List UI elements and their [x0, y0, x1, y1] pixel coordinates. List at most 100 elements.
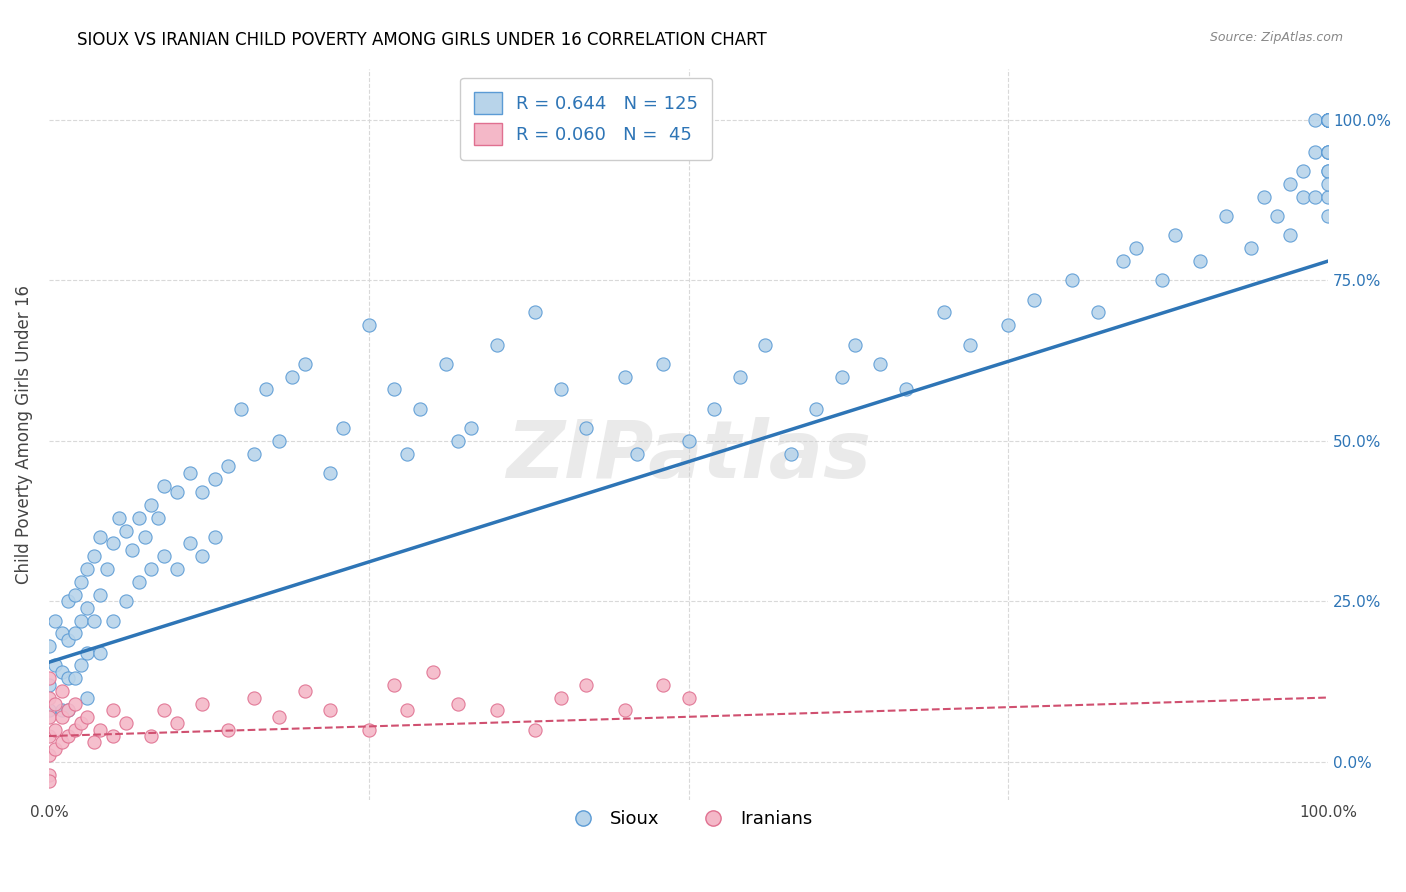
Point: [319, 466, 342, 480]
Point: [51, 665, 73, 679]
Point: [754, 337, 776, 351]
Point: [1150, 273, 1173, 287]
Point: [44, 742, 66, 756]
Point: [1022, 293, 1045, 307]
Point: [44, 723, 66, 737]
Point: [382, 678, 405, 692]
Point: [76, 710, 98, 724]
Point: [894, 383, 917, 397]
Point: [1278, 177, 1301, 191]
Point: [678, 690, 700, 705]
Point: [447, 697, 470, 711]
Point: [1317, 112, 1340, 127]
Text: ZIPatlas: ZIPatlas: [506, 417, 872, 495]
Point: [83, 549, 105, 564]
Point: [1317, 112, 1340, 127]
Point: [51, 684, 73, 698]
Point: [652, 357, 675, 371]
Point: [63, 588, 86, 602]
Point: [575, 678, 598, 692]
Point: [89, 723, 111, 737]
Point: [485, 703, 508, 717]
Point: [357, 723, 380, 737]
Point: [1062, 273, 1084, 287]
Point: [869, 357, 891, 371]
Point: [1317, 190, 1340, 204]
Point: [1317, 112, 1340, 127]
Point: [101, 614, 124, 628]
Point: [269, 710, 291, 724]
Point: [166, 716, 188, 731]
Point: [934, 305, 956, 319]
Point: [1125, 241, 1147, 255]
Point: [1240, 241, 1263, 255]
Point: [38, 690, 60, 705]
Point: [1317, 112, 1340, 127]
Point: [179, 466, 201, 480]
Point: [56, 729, 79, 743]
Point: [242, 690, 264, 705]
Point: [806, 401, 828, 416]
Point: [128, 511, 150, 525]
Point: [56, 671, 79, 685]
Point: [524, 305, 547, 319]
Point: [254, 383, 277, 397]
Point: [485, 337, 508, 351]
Point: [1278, 228, 1301, 243]
Point: [51, 703, 73, 717]
Point: [1253, 190, 1275, 204]
Point: [51, 626, 73, 640]
Point: [1317, 145, 1340, 159]
Point: [1317, 164, 1340, 178]
Point: [294, 684, 316, 698]
Point: [146, 511, 169, 525]
Point: [101, 729, 124, 743]
Point: [217, 459, 239, 474]
Point: [1317, 177, 1340, 191]
Point: [38, 774, 60, 789]
Point: [1317, 112, 1340, 127]
Point: [382, 383, 405, 397]
Point: [613, 369, 636, 384]
Point: [114, 524, 136, 538]
Point: [728, 369, 751, 384]
Point: [108, 511, 131, 525]
Point: [204, 472, 226, 486]
Point: [63, 626, 86, 640]
Point: [524, 723, 547, 737]
Point: [613, 703, 636, 717]
Point: [89, 588, 111, 602]
Text: Source: ZipAtlas.com: Source: ZipAtlas.com: [1209, 31, 1343, 45]
Point: [396, 447, 419, 461]
Point: [153, 479, 176, 493]
Point: [38, 671, 60, 685]
Point: [121, 542, 143, 557]
Point: [89, 646, 111, 660]
Point: [83, 735, 105, 749]
Point: [153, 549, 176, 564]
Point: [56, 703, 79, 717]
Point: [1317, 112, 1340, 127]
Point: [1317, 209, 1340, 223]
Point: [96, 562, 118, 576]
Point: [89, 530, 111, 544]
Point: [70, 716, 93, 731]
Point: [1317, 112, 1340, 127]
Point: [1317, 145, 1340, 159]
Point: [626, 447, 648, 461]
Point: [1317, 112, 1340, 127]
Point: [63, 697, 86, 711]
Point: [166, 562, 188, 576]
Point: [1189, 254, 1212, 268]
Point: [70, 614, 93, 628]
Point: [38, 703, 60, 717]
Point: [70, 658, 93, 673]
Text: SIOUX VS IRANIAN CHILD POVERTY AMONG GIRLS UNDER 16 CORRELATION CHART: SIOUX VS IRANIAN CHILD POVERTY AMONG GIR…: [77, 31, 768, 49]
Point: [422, 665, 444, 679]
Point: [1291, 164, 1313, 178]
Point: [844, 337, 866, 351]
Point: [1265, 209, 1288, 223]
Point: [153, 703, 176, 717]
Point: [652, 678, 675, 692]
Point: [1087, 305, 1109, 319]
